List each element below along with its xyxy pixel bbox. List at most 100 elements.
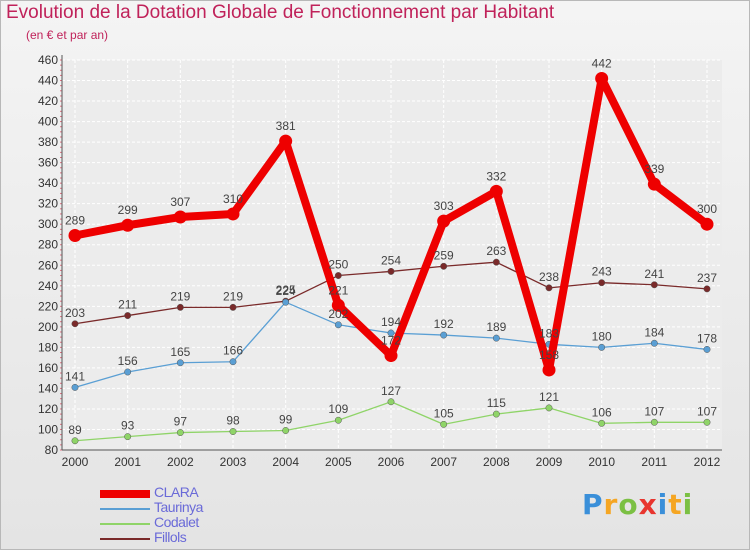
data-point-clara [121, 218, 135, 232]
legend-label: CLARA [154, 484, 199, 500]
data-point-taurinya [334, 321, 342, 329]
data-point-codalet [598, 419, 606, 427]
x-tick-label: 2006 [378, 455, 405, 469]
data-point-codalet [176, 429, 184, 437]
data-point-clara [647, 177, 661, 191]
data-label-fillols: 241 [644, 267, 664, 281]
data-point-codalet [440, 420, 448, 428]
data-point-fillols [176, 303, 184, 311]
data-label-clara: 303 [434, 199, 454, 213]
legend-swatch [100, 508, 150, 510]
data-point-fillols [229, 303, 237, 311]
data-label-codalet: 106 [592, 405, 612, 419]
data-point-codalet [703, 418, 711, 426]
legend-label: Fillols [154, 529, 187, 545]
y-tick-label: 340 [38, 176, 58, 190]
data-label-fillols: 237 [697, 271, 717, 285]
logo-letter: P [582, 488, 604, 521]
data-point-taurinya [282, 298, 290, 306]
data-label-clara: 339 [644, 162, 664, 176]
data-point-taurinya [440, 331, 448, 339]
data-point-taurinya [124, 368, 132, 376]
data-label-codalet: 115 [487, 396, 506, 410]
data-point-clara [279, 134, 293, 148]
data-label-fillols: 225 [276, 283, 296, 297]
data-point-clara [595, 71, 609, 85]
y-tick-label: 200 [38, 320, 58, 334]
y-tick-label: 180 [38, 340, 58, 354]
x-tick-label: 2011 [641, 455, 667, 469]
data-point-taurinya [71, 383, 79, 391]
data-label-codalet: 98 [226, 414, 240, 428]
data-label-clara: 299 [118, 203, 138, 217]
data-label-fillols: 259 [434, 248, 454, 262]
x-tick-label: 2009 [536, 455, 563, 469]
y-tick-label: 220 [38, 299, 58, 313]
data-label-fillols: 238 [539, 270, 559, 284]
data-point-clara [700, 217, 714, 231]
data-label-fillols: 250 [328, 258, 348, 272]
data-label-codalet: 97 [174, 415, 188, 429]
y-tick-label: 120 [38, 402, 58, 416]
data-label-clara: 307 [170, 195, 190, 209]
legend-swatch [100, 490, 150, 498]
y-tick-label: 140 [38, 381, 58, 395]
data-label-fillols: 211 [118, 298, 137, 312]
data-point-taurinya [598, 343, 606, 351]
proxiti-logo: Proxiti [582, 488, 693, 521]
data-label-fillols: 219 [223, 289, 243, 303]
data-label-fillols: 219 [170, 289, 190, 303]
data-label-taurinya: 180 [592, 329, 612, 343]
data-point-clara [489, 184, 503, 198]
logo-letter: o [618, 488, 639, 521]
data-point-clara [173, 210, 187, 224]
data-label-taurinya: 202 [328, 307, 348, 321]
data-point-codalet [124, 433, 132, 441]
y-tick-label: 280 [38, 238, 58, 252]
data-label-codalet: 89 [68, 423, 82, 437]
data-label-clara: 332 [486, 169, 506, 183]
data-point-clara [542, 363, 556, 377]
data-point-fillols [650, 281, 658, 289]
x-tick-label: 2012 [694, 455, 721, 469]
data-point-fillols [334, 272, 342, 279]
data-label-codalet: 99 [279, 413, 293, 427]
data-point-codalet [229, 428, 237, 435]
data-label-fillols: 243 [592, 265, 612, 279]
x-tick-label: 2007 [430, 455, 457, 469]
data-point-taurinya [650, 339, 658, 347]
data-label-fillols: 203 [65, 306, 85, 320]
data-label-codalet: 109 [328, 402, 348, 416]
data-point-taurinya [229, 358, 237, 366]
x-tick-label: 2002 [167, 455, 194, 469]
data-point-codalet [545, 404, 553, 412]
y-tick-label: 360 [38, 156, 58, 170]
data-label-fillols: 254 [381, 253, 401, 267]
x-tick-label: 2000 [62, 455, 89, 469]
y-tick-label: 420 [38, 94, 58, 108]
y-tick-label: 460 [38, 53, 58, 67]
data-point-clara [384, 349, 398, 363]
data-point-fillols [71, 320, 79, 328]
x-tick-label: 2005 [325, 455, 352, 469]
data-label-clara: 381 [276, 119, 296, 133]
x-tick-label: 2010 [588, 455, 615, 469]
y-tick-label: 380 [38, 135, 58, 149]
logo-letter: t [668, 488, 683, 521]
data-point-codalet [387, 398, 395, 406]
x-tick-label: 2008 [483, 455, 510, 469]
data-point-taurinya [387, 329, 395, 337]
data-label-taurinya: 194 [381, 315, 401, 329]
data-point-codalet [282, 427, 290, 434]
data-point-fillols [387, 267, 395, 275]
x-tick-label: 2001 [114, 455, 141, 469]
data-label-taurinya: 141 [65, 369, 85, 383]
data-label-clara: 221 [328, 283, 348, 297]
data-point-fillols [440, 262, 448, 270]
y-tick-label: 300 [38, 217, 58, 231]
data-point-clara [437, 214, 451, 228]
plot-area [62, 60, 722, 450]
x-tick-label: 2003 [220, 455, 247, 469]
data-label-clara: 300 [697, 202, 717, 216]
